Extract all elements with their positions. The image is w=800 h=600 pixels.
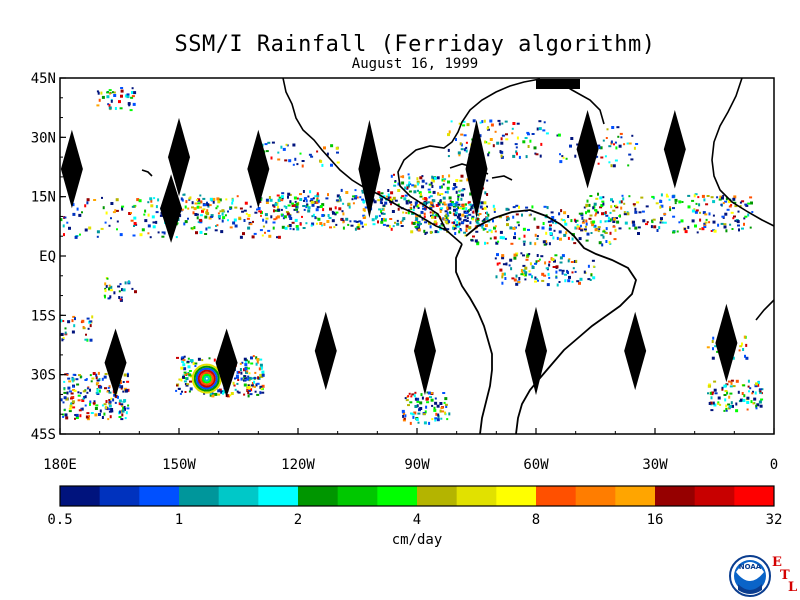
rainfall-layer — [60, 87, 764, 425]
etl-letter-l: L — [788, 580, 798, 595]
colorbar-swatch — [417, 486, 458, 506]
lat-tick-label: 45S — [31, 427, 56, 443]
colorbar-swatch — [615, 486, 656, 506]
map-border — [59, 77, 775, 435]
lon-tick-label: 120W — [281, 457, 315, 473]
lon-tick-label: 30W — [642, 457, 668, 473]
colorbar-unit-label: cm/day — [392, 532, 443, 548]
colorbar: 0.5 1 2 4 8 16 32 cm/day — [47, 485, 783, 548]
lon-tick-label: 180E — [43, 457, 77, 473]
colorbar-swatch — [536, 486, 577, 506]
colorbar-tick-label: 1 — [175, 512, 183, 528]
colorbar-swatch — [99, 486, 140, 506]
colorbar-tick-label: 0.5 — [47, 512, 72, 528]
map-title: SSM/I Rainfall (Ferriday algorithm) — [174, 32, 656, 57]
colorbar-tick-label: 2 — [294, 512, 302, 528]
colorbar-swatch — [377, 486, 418, 506]
lat-tick-label: 30S — [31, 368, 56, 384]
colorbar-tick-label: 16 — [647, 512, 664, 528]
lat-tick-label: EQ — [39, 249, 56, 265]
etl-letter-t: T — [780, 568, 790, 583]
lon-tick-label: 60W — [523, 457, 549, 473]
colorbar-tick-label: 32 — [766, 512, 783, 528]
lat-tick-label: 30N — [31, 130, 56, 146]
colorbar-swatch — [655, 486, 696, 506]
colorbar-swatch — [179, 486, 220, 506]
coastline-gulf-of-mexico — [397, 78, 541, 231]
lat-tick-label: 15N — [31, 190, 56, 206]
coastline-hispaniola — [491, 175, 513, 181]
lat-tick-label: 15S — [31, 308, 56, 324]
lat-tick-label: 45N — [31, 71, 56, 87]
colorbar-swatch — [337, 486, 378, 506]
axis-ticks: 45N 30N 15N EQ 15S 30S 45S 180E 150W 120W 90W 60W 30… — [31, 71, 779, 473]
colorbar-swatch — [298, 486, 339, 506]
colorbar-swatch — [456, 486, 497, 506]
coastline-hawaii — [141, 169, 153, 177]
lon-tick-label: 90W — [404, 457, 430, 473]
coastline-africa-south — [755, 299, 775, 321]
coastline-north-america — [282, 77, 463, 245]
lon-tick-label: 0 — [770, 457, 778, 473]
coastline-africa — [711, 77, 775, 227]
colorbar-swatch — [496, 486, 537, 506]
noaa-logo: NOAA — [729, 555, 771, 597]
colorbar-swatch — [218, 486, 259, 506]
colorbar-swatch — [734, 486, 775, 506]
lon-tick-label: 150W — [162, 457, 196, 473]
map-subtitle: August 16, 1999 — [351, 56, 479, 72]
colorbar-tick-label: 8 — [532, 512, 540, 528]
etl-letter-e: E — [772, 555, 782, 570]
colorbar-swatch — [60, 486, 101, 506]
noaa-logo-text: NOAA — [739, 563, 762, 571]
colorbar-swatch — [139, 486, 180, 506]
swath-gaps — [60, 79, 738, 398]
colorbar-swatch — [694, 486, 735, 506]
colorbar-swatch — [575, 486, 616, 506]
colorbar-tick-label: 4 — [413, 512, 421, 528]
map-frame — [59, 77, 775, 435]
colorbar-swatch — [258, 486, 299, 506]
